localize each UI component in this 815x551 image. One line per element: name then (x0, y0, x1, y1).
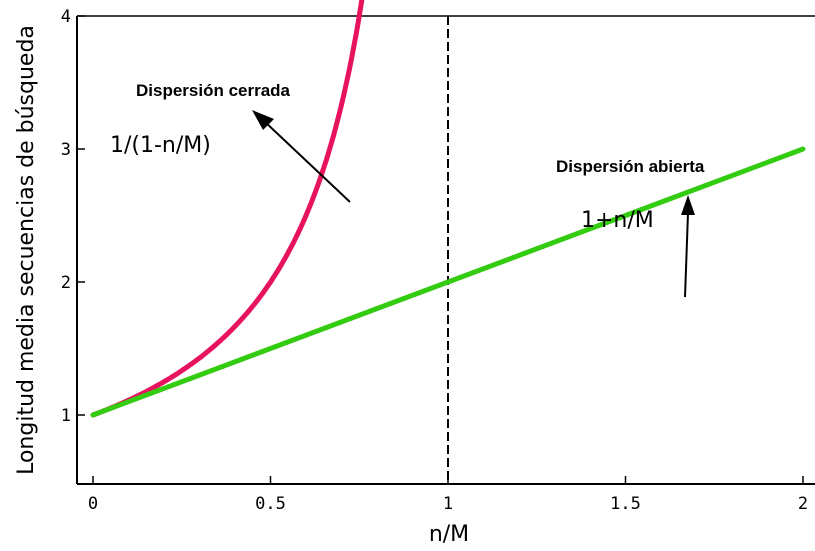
y-tick-label: 1 (61, 406, 71, 426)
x-tick-label: 0 (88, 494, 98, 514)
x-tick-label: 0.5 (255, 494, 286, 514)
series-open-hashing-line (90, 146, 806, 418)
x-tick-label: 2 (798, 494, 808, 514)
y-tick-label: 3 (61, 140, 71, 160)
annotation-open-title: Dispersión abierta (556, 157, 705, 176)
arrow-open-shaft (684, 212, 689, 298)
y-tick-label: 2 (61, 273, 71, 293)
x-tick-label: 1.5 (610, 494, 641, 514)
y-axis-title: Longitud media secuencias de búsqueda (14, 25, 39, 475)
annotation-arrows (252, 110, 695, 298)
annotation-closed-title: Dispersión cerrada (136, 81, 291, 100)
arrow-closed-shaft (263, 120, 351, 203)
arrow-open-head (681, 195, 695, 215)
series (90, 0, 806, 418)
x-tick-label: 1 (443, 494, 453, 514)
y-tick-label: 4 (61, 7, 71, 27)
annotation-closed-formula: 1/(1-n/M) (110, 133, 211, 158)
annotation-open-formula: 1+n/M (581, 208, 654, 233)
x-axis-title: n/M (429, 522, 469, 547)
series-closed-hashing-line (90, 0, 365, 418)
ticks: 00.511.521234567 (61, 7, 808, 514)
arrow-closed-head (252, 110, 274, 130)
